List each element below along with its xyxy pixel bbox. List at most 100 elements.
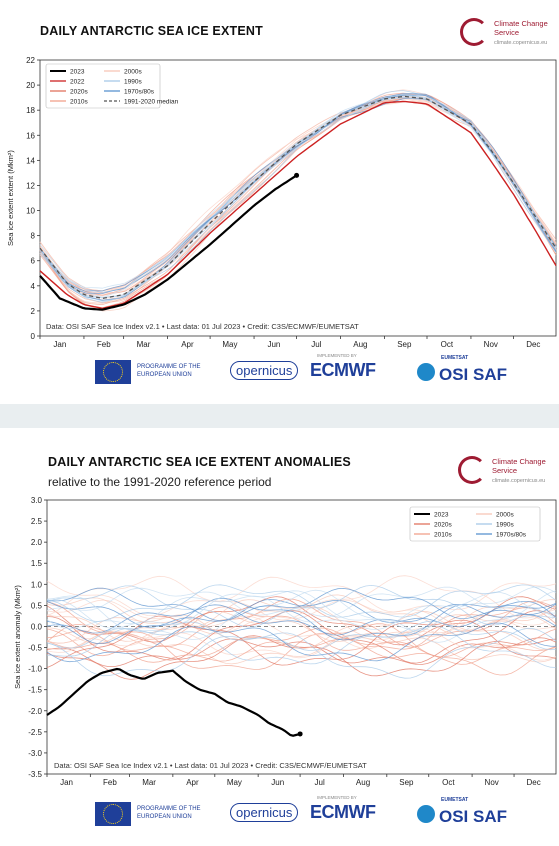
plot-frame: [39, 59, 557, 337]
legend-label: 2010s: [434, 532, 452, 539]
legend-label: 2020s: [70, 89, 88, 96]
y-tick-label: -0.5: [28, 644, 42, 653]
legend-label: 1991-2020 median: [124, 99, 179, 106]
series-line-2023: [39, 175, 296, 311]
history-year-line: [46, 584, 557, 622]
x-tick-label: Sep: [397, 340, 412, 349]
legend-label: 1970s/80s: [496, 532, 527, 539]
history-year-line: [46, 614, 557, 650]
history-year-line: [46, 586, 557, 632]
legend-label: 2010s: [70, 99, 88, 106]
y-axis-label: Sea ice extent anomaly (Mkm²): [13, 585, 22, 689]
history-year-line: [39, 95, 557, 297]
legend-label: 2022: [70, 79, 85, 86]
x-tick-label: Aug: [353, 340, 367, 349]
y-tick-label: 10: [26, 207, 35, 216]
history-year-line: [46, 575, 557, 621]
c3s-logo-icon: [460, 18, 488, 46]
history-year-line: [46, 627, 557, 658]
legend-label: 2023: [434, 512, 449, 519]
eu-flag-icon: [95, 360, 131, 384]
history-year-line: [46, 576, 557, 617]
history-year-line: [46, 597, 557, 645]
c3s-name: Climate Change Service: [494, 19, 548, 37]
eu-flag-icon: [95, 802, 131, 826]
series-line-2022: [39, 100, 557, 310]
osisaf-pre: EUMETSAT: [441, 355, 469, 361]
history-year-line: [39, 93, 557, 296]
history-year-line: [39, 97, 557, 299]
y-tick-label: 18: [26, 106, 35, 115]
x-tick-label: Sep: [399, 778, 414, 787]
history-year-line: [46, 620, 557, 652]
copernicus-logo: opernicus: [230, 803, 299, 822]
y-tick-label: -2.5: [28, 728, 42, 737]
x-tick-label: Mar: [137, 340, 151, 349]
osisaf-pre: EUMETSAT: [441, 797, 469, 803]
x-tick-label: Mar: [142, 778, 156, 787]
eu-programme-text: PROGRAMME OF THE EUROPEAN UNION: [137, 806, 201, 820]
y-tick-label: 14: [26, 156, 35, 165]
y-axis-label: Sea ice extent extent (Mkm²): [6, 150, 15, 246]
history-year-line: [39, 93, 557, 293]
history-year-line: [46, 610, 557, 664]
y-tick-label: 4: [31, 282, 36, 291]
history-year-line: [46, 638, 557, 665]
y-tick-label: 2: [31, 307, 36, 316]
eu-programme-text: PROGRAMME OF THE EUROPEAN UNION: [137, 364, 201, 378]
plot-frame: [46, 499, 557, 775]
c3s-logo: Climate Change Service climate.copernicu…: [458, 452, 558, 497]
legend-box: [409, 506, 541, 542]
y-tick-label: 1.0: [31, 580, 43, 589]
history-year-line: [39, 90, 557, 302]
history-year-line: [46, 611, 557, 651]
x-tick-label: May: [227, 778, 242, 787]
history-year-line: [46, 603, 557, 636]
history-year-line: [46, 627, 557, 679]
y-tick-label: 22: [26, 56, 35, 65]
series-line-1991-2020-median: [39, 95, 557, 300]
history-year-line: [39, 93, 557, 299]
ecmwf-logo: ECMWF: [310, 360, 376, 380]
y-tick-label: 20: [26, 81, 35, 90]
x-tick-label: Nov: [484, 340, 498, 349]
x-tick-label: Apr: [186, 778, 199, 787]
latest-point-2023: [294, 172, 300, 178]
y-tick-label: -1.5: [28, 686, 42, 695]
y-tick-label: 8: [31, 232, 36, 241]
history-year-line: [39, 98, 557, 301]
history-year-line: [46, 599, 557, 642]
y-tick-label: -2.0: [28, 707, 42, 716]
history-year-line: [46, 622, 557, 663]
history-year-line: [46, 587, 557, 622]
history-year-line: [39, 97, 557, 303]
legend-label: 1990s: [496, 522, 514, 529]
history-year-line: [46, 586, 557, 618]
history-year-line: [46, 632, 557, 665]
history-year-line: [39, 93, 557, 306]
y-tick-label: 0: [31, 332, 36, 341]
y-tick-label: 3.0: [31, 496, 43, 505]
history-year-line: [47, 625, 557, 668]
x-tick-label: Oct: [441, 340, 454, 349]
y-tick-label: 1.5: [31, 559, 43, 568]
legend-label: 1990s: [124, 79, 142, 86]
latest-point-2023: [297, 731, 303, 737]
y-tick-label: 0.5: [31, 601, 43, 610]
history-year-line: [39, 98, 557, 296]
x-tick-label: Nov: [485, 778, 499, 787]
x-tick-label: Aug: [356, 778, 370, 787]
osisaf-icon: [417, 363, 435, 381]
y-tick-label: 16: [26, 131, 35, 140]
data-credit: Data: OSI SAF Sea Ice Index v2.1 • Last …: [54, 761, 367, 770]
ecmwf-logo: ECMWF: [310, 802, 376, 822]
history-year-line: [46, 591, 557, 630]
history-year-line: [39, 96, 557, 299]
chart-subtitle: relative to the 1991-2020 reference peri…: [48, 475, 272, 489]
partner-logos: PROGRAMME OF THE EUROPEAN UNION opernicu…: [95, 353, 515, 386]
history-year-line: [46, 637, 557, 667]
y-tick-label: 12: [26, 181, 35, 190]
data-credit: Data: OSI SAF Sea Ice Index v2.1 • Last …: [46, 322, 359, 331]
x-tick-label: Feb: [103, 778, 117, 787]
